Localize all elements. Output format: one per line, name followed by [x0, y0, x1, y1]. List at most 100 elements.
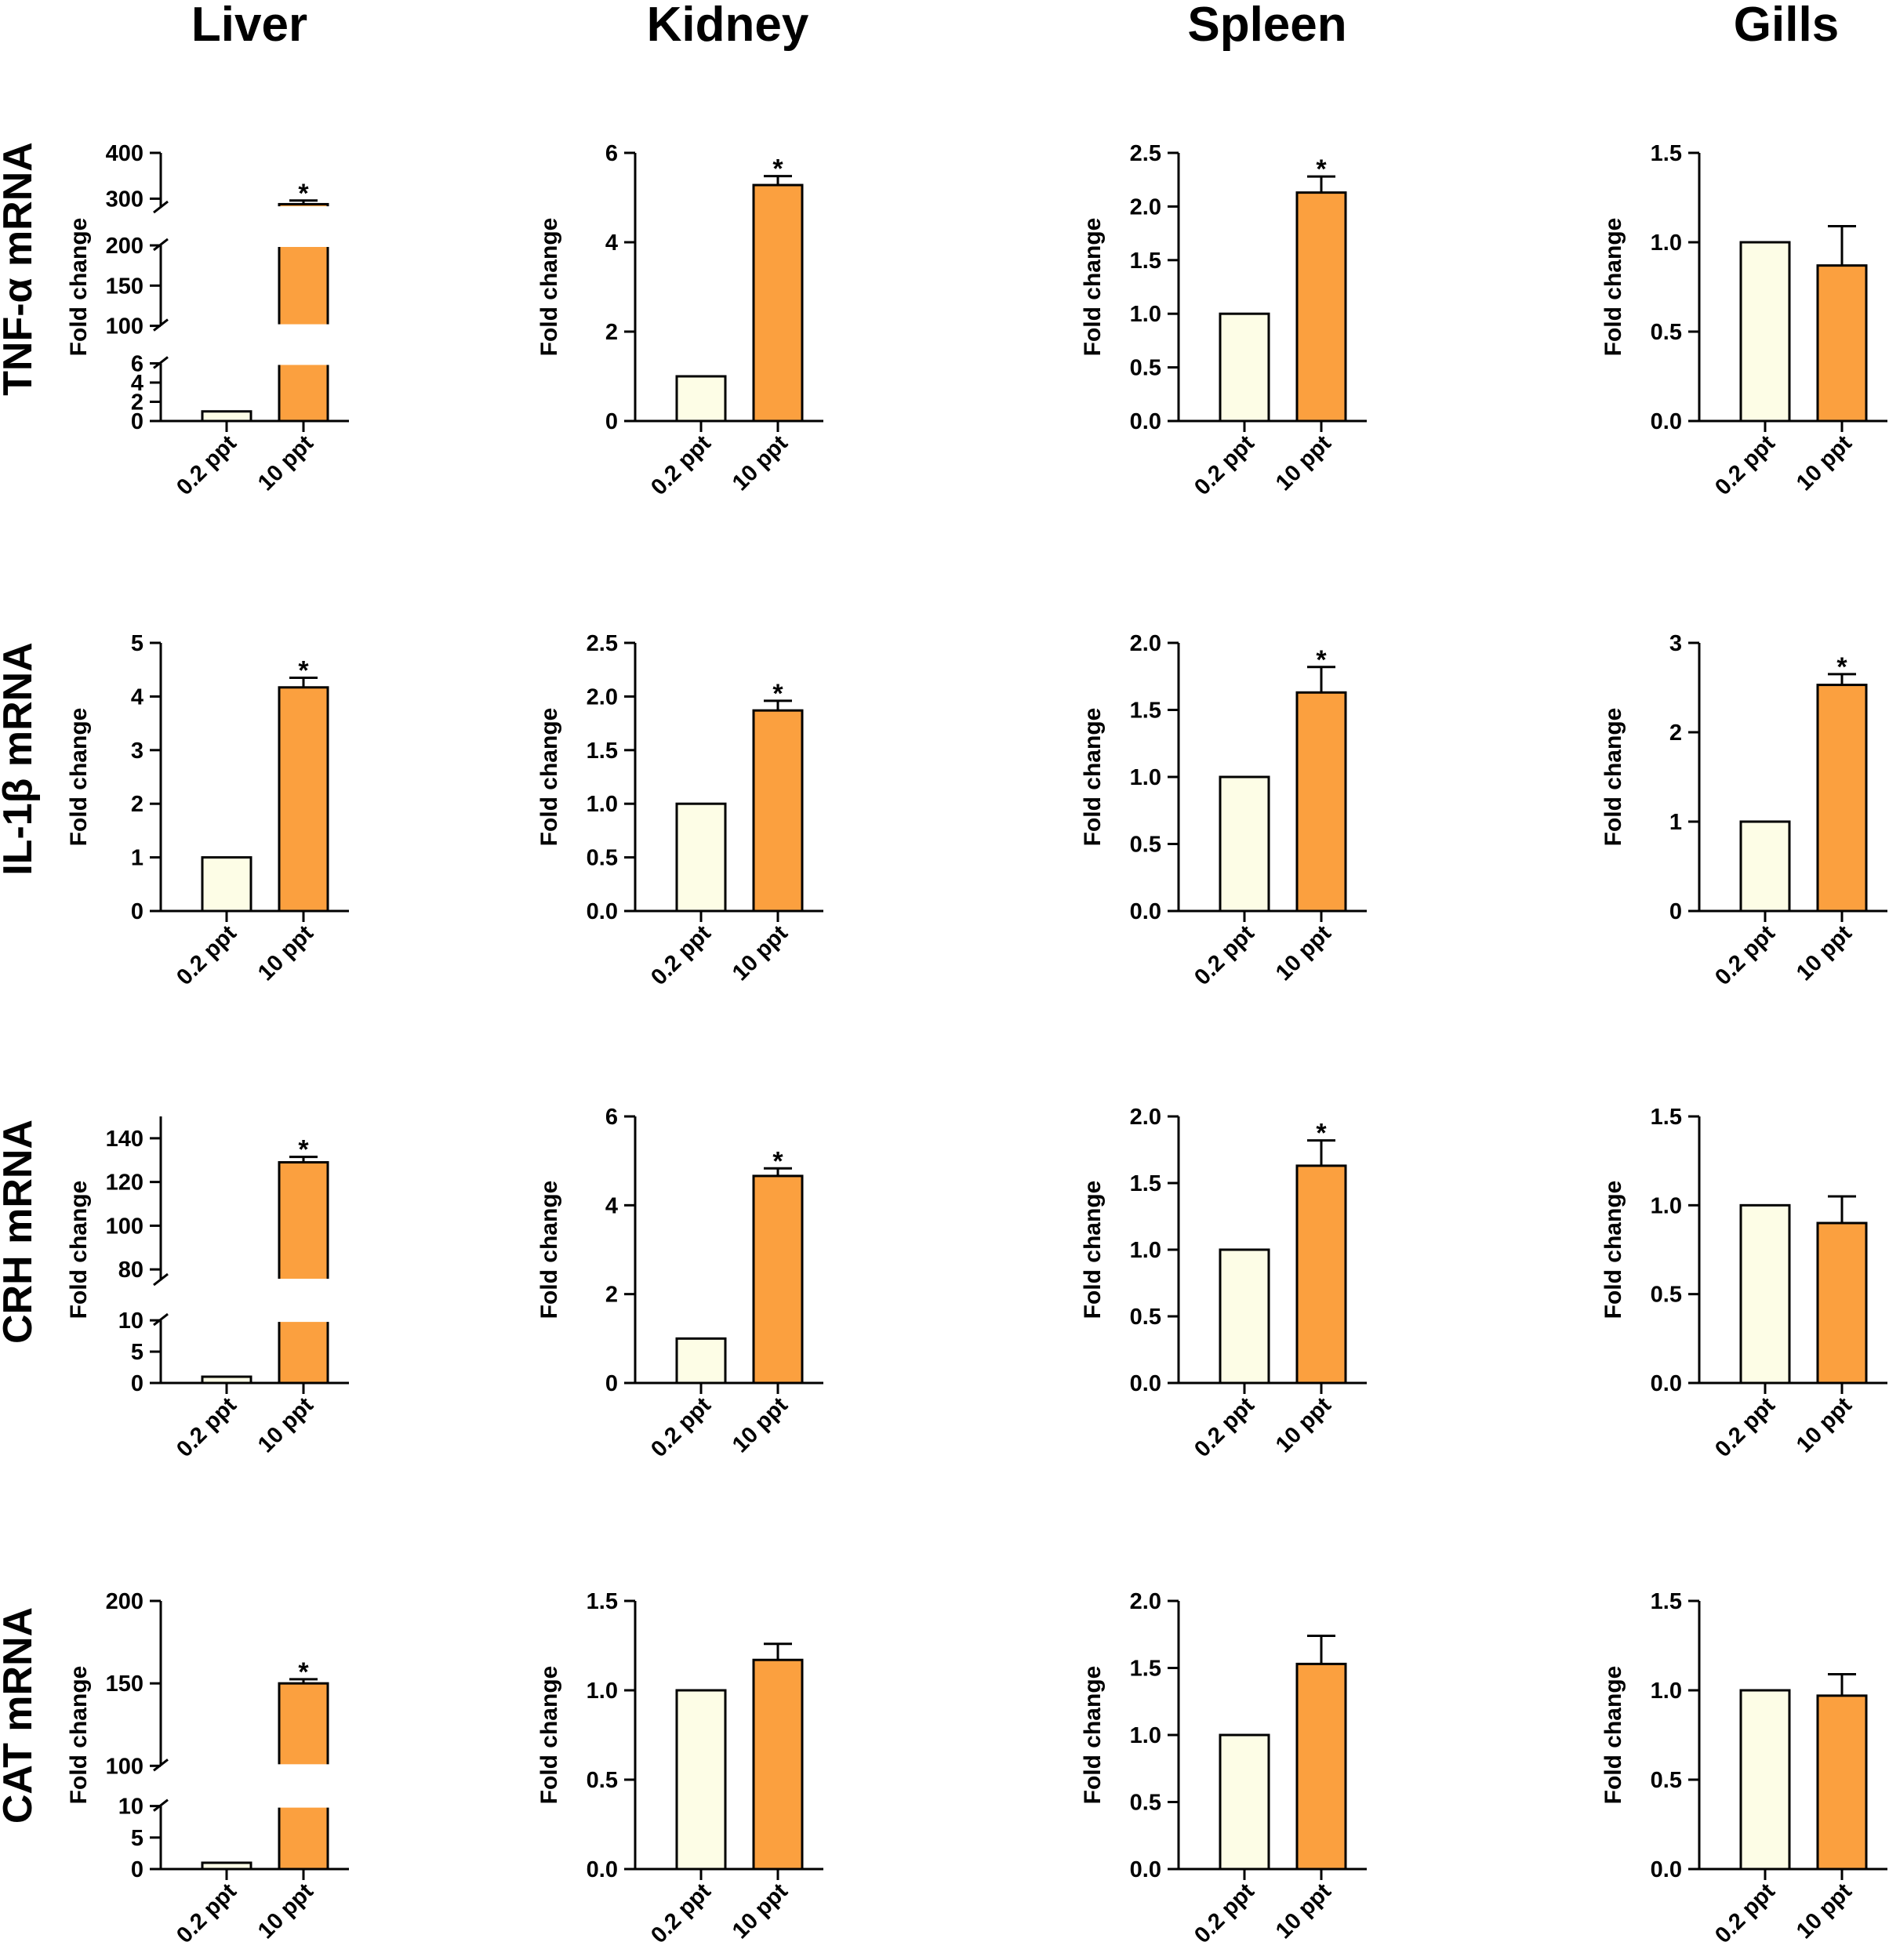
y-axis-title: Fold change: [1600, 1666, 1626, 1805]
bar-control: [1739, 820, 1791, 913]
y-tick-label: 0: [131, 409, 143, 434]
y-tick-label: 4: [131, 371, 143, 396]
y-tick-label: 1.5: [1130, 1657, 1161, 1682]
x-tick-label: 10 ppt: [728, 1392, 793, 1457]
y-tick-label: 100: [106, 1754, 143, 1779]
x-tick-label: 0.2 ppt: [1190, 1878, 1259, 1948]
x-tick-label: 10 ppt: [728, 430, 793, 495]
significance-star: *: [298, 1657, 309, 1687]
chart-tnf-α-spleen: 0.0 0.5 1.0 1.5 2.0 2.5 Fold change 0.2 ppt 10 p…: [1080, 141, 1367, 500]
y-axis-title: Fold change: [536, 1666, 562, 1805]
tissue-title-gills: Gills: [1734, 0, 1839, 52]
y-axis-title: Fold change: [66, 1666, 92, 1805]
significance-star: *: [298, 1135, 309, 1165]
significance-star: *: [1316, 154, 1327, 184]
x-tick-label: 10 ppt: [1792, 1392, 1857, 1457]
y-tick-label: 0.0: [1130, 409, 1161, 434]
y-tick-label: 2.0: [1130, 1589, 1161, 1614]
x-tick-label: 10 ppt: [728, 1878, 793, 1944]
bar-treatment: [752, 1174, 804, 1385]
x-tick-label: 0.2 ppt: [1710, 1392, 1780, 1462]
bar-treatment: [752, 1658, 804, 1871]
y-tick-label: 0.5: [1130, 1305, 1161, 1330]
y-tick-label: 1: [131, 846, 143, 871]
y-tick-label: 6: [131, 351, 143, 376]
y-tick-label: 1.0: [1130, 765, 1161, 790]
bar-control: [1739, 241, 1791, 423]
y-tick-label: 2: [131, 390, 143, 415]
axis-break-mark: [153, 238, 169, 252]
axis-break-mark: [153, 200, 169, 214]
y-axis-title: Fold change: [1080, 218, 1106, 357]
y-tick-label: 1.0: [587, 792, 618, 817]
y-tick-label: 0.5: [1651, 1768, 1682, 1793]
y-tick-label: 2.5: [1130, 141, 1161, 166]
y-tick-label: 200: [106, 1589, 143, 1614]
y-tick-label: 1.0: [1651, 1193, 1682, 1218]
y-tick-label: 1.5: [1651, 1105, 1682, 1130]
y-tick-label: 1.5: [1130, 249, 1161, 274]
axis-break-mark: [153, 356, 169, 369]
y-tick-label: 0.0: [1651, 1857, 1682, 1882]
y-tick-label: 2.0: [587, 684, 618, 710]
y-tick-label: 300: [106, 187, 143, 212]
y-axis-title: Fold change: [1080, 1181, 1106, 1319]
y-tick-label: 0.0: [1651, 1371, 1682, 1396]
y-axis-title: Fold change: [66, 1181, 92, 1319]
y-axis-title: Fold change: [1600, 218, 1626, 357]
chart-tnf-α-kidney: 0 2 4 6 Fold change 0.2 ppt 10 ppt *: [536, 141, 823, 500]
bar-control: [201, 1375, 252, 1385]
y-axis-title: Fold change: [1600, 1181, 1626, 1319]
bar-treatment: [278, 686, 329, 913]
y-tick-label: 0: [131, 1371, 143, 1396]
significance-star: *: [772, 154, 783, 184]
chart-il-1β-kidney: 0.0 0.5 1.0 1.5 2.0 2.5 Fold change 0.2 ppt 10 p…: [536, 631, 823, 990]
bar-control: [675, 375, 727, 423]
bar-control: [201, 1861, 252, 1871]
x-tick-label: 0.2 ppt: [172, 1878, 242, 1948]
y-tick-label: 140: [106, 1127, 143, 1152]
x-tick-label: 0.2 ppt: [646, 1392, 716, 1462]
chart-cat-kidney: 0.0 0.5 1.0 1.5 Fold change 0.2 ppt 10 ppt: [536, 1589, 823, 1948]
y-tick-label: 150: [106, 1671, 143, 1697]
y-tick-label: 2.0: [1130, 194, 1161, 220]
bar-control: [675, 1337, 727, 1385]
x-tick-label: 10 ppt: [253, 1392, 318, 1457]
y-tick-label: 200: [106, 234, 143, 259]
x-tick-label: 10 ppt: [253, 1878, 318, 1944]
significance-star: *: [1316, 1119, 1327, 1149]
bar-control: [1219, 775, 1270, 913]
y-tick-label: 0.0: [587, 1857, 618, 1882]
significance-star: *: [298, 179, 309, 209]
bar-treatment: [1816, 1694, 1868, 1871]
bar-treatment: [1816, 264, 1868, 423]
y-tick-label: 1.5: [1651, 141, 1682, 166]
bar-control: [1739, 1203, 1791, 1385]
gene-label-3: CAT mRNA: [0, 1607, 41, 1824]
x-tick-label: 0.2 ppt: [1190, 430, 1259, 500]
y-tick-label: 1.5: [1130, 699, 1161, 724]
y-tick-label: 1.0: [1651, 230, 1682, 256]
chart-cat-spleen: 0.0 0.5 1.0 1.5 2.0 Fold change 0.2 ppt 10 ppt: [1080, 1589, 1367, 1948]
bar-control: [1739, 1689, 1791, 1871]
y-tick-label: 0: [131, 1857, 143, 1882]
y-tick-label: 1.5: [587, 1589, 618, 1614]
tissue-title-spleen: Spleen: [1187, 0, 1346, 52]
bar-treatment: [1816, 684, 1868, 913]
bar-break-gap: [277, 1279, 330, 1323]
axis-break-mark: [153, 1312, 169, 1327]
significance-star: *: [1316, 645, 1327, 675]
y-tick-label: 2: [131, 792, 143, 817]
y-tick-label: 400: [106, 141, 143, 166]
bar-treatment: [1816, 1221, 1868, 1385]
y-tick-label: 0.5: [1651, 1283, 1682, 1308]
x-tick-label: 10 ppt: [1271, 920, 1336, 985]
y-tick-label: 1: [1669, 810, 1682, 835]
bar-treatment: [1295, 191, 1347, 423]
y-tick-label: 150: [106, 274, 143, 299]
x-tick-label: 10 ppt: [1792, 430, 1857, 495]
y-tick-label: 0.5: [1651, 320, 1682, 345]
x-tick-label: 0.2 ppt: [1190, 1392, 1259, 1462]
